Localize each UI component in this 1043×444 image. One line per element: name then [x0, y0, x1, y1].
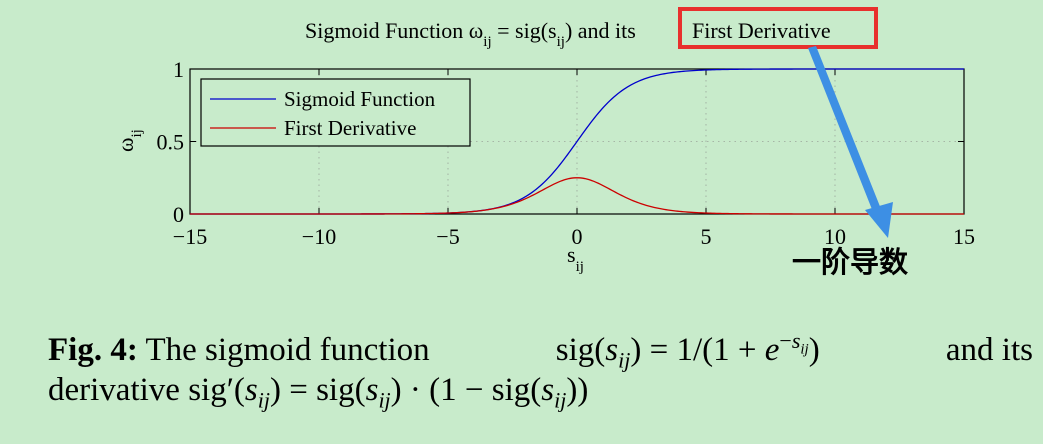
x-tick-label: −10 — [302, 224, 336, 249]
x-tick-label: 10 — [824, 224, 846, 249]
y-tick-label: 0 — [173, 202, 184, 227]
series-line-derivative — [190, 177, 964, 215]
caption-formula-2: sig′(sij) = sig(sij) · (1 − sig(sij)) — [188, 372, 589, 413]
annotation-text: 一阶导数 — [792, 245, 909, 279]
caption-text-1-tail: and its — [945, 332, 1033, 368]
arrow-head-icon — [865, 202, 893, 238]
caption-formula-1: sig(sij) = 1/(1 + e−sij) — [555, 328, 820, 373]
caption-line-2: derivative sig′(sij) = sig(sij) · (1 − s… — [48, 370, 1033, 413]
x-tick-label: 15 — [953, 224, 975, 249]
arrow-shaft — [808, 46, 883, 217]
figure-caption: Fig. 4: The sigmoid function sig(sij) = … — [48, 328, 1033, 413]
highlight-box — [678, 7, 878, 49]
title-highlight-text: First Derivative — [692, 18, 831, 43]
plot-area: −15 −10 −5 0 5 10 15 0 0.5 1 — [157, 57, 976, 249]
annotation-arrow — [808, 46, 893, 238]
legend-box — [200, 78, 471, 147]
legend-label-sigmoid: Sigmoid Function — [284, 87, 436, 111]
series-layer — [190, 68, 964, 215]
chart-title: Sigmoid Function ωij = sig(sij) and its — [305, 18, 636, 50]
y-tick-label: 0.5 — [157, 130, 185, 155]
axis-ticks: −15 −10 −5 0 5 10 15 0 0.5 1 — [157, 57, 976, 249]
legend: Sigmoid Function First Derivative — [200, 78, 471, 147]
legend-label-derivative: First Derivative — [284, 116, 416, 140]
y-axis-label: ωij — [113, 129, 145, 152]
caption-label: Fig. 4: — [48, 332, 138, 368]
caption-text-1: The sigmoid function — [145, 332, 430, 368]
x-tick-label: −5 — [436, 224, 459, 249]
x-tick-label: 0 — [572, 224, 583, 249]
x-axis-label: sij — [567, 242, 584, 275]
caption-line-1: Fig. 4: The sigmoid function sig(sij) = … — [48, 328, 1033, 373]
caption-text-2: derivative — [48, 372, 180, 408]
x-tick-label: 5 — [701, 224, 712, 249]
y-tick-label: 1 — [173, 57, 184, 82]
x-tick-label: −15 — [173, 224, 207, 249]
figure: Sigmoid Function ωij = sig(sij) and its … — [113, 7, 976, 279]
